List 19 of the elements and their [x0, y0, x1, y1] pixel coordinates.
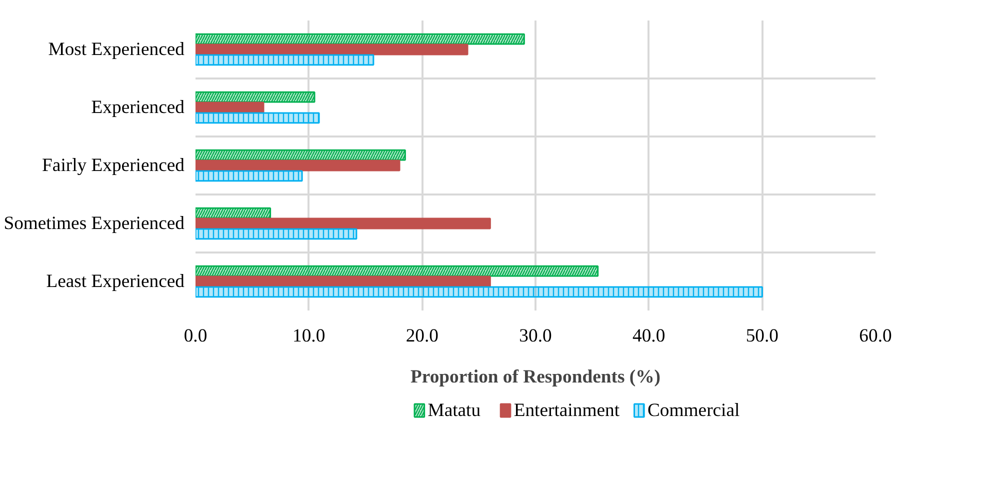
x-tick-label: 50.0	[746, 326, 778, 346]
y-tick-label: Least Experienced	[46, 271, 186, 292]
legend-label: Matatu	[428, 400, 482, 421]
y-tick-label: Fairly Experienced	[42, 155, 186, 176]
x-tick-label: 10.0	[292, 326, 326, 346]
bar	[196, 44, 468, 56]
y-tick-label: Sometimes Experienced	[4, 213, 186, 234]
legend-label: Entertainment	[514, 400, 620, 421]
bar	[196, 160, 400, 172]
bar	[196, 218, 491, 230]
x-tick-label: 40.0	[632, 326, 666, 346]
x-tick-label: 0.0	[184, 326, 208, 346]
x-axis-title: Proportion of Respondents (%)	[410, 366, 660, 388]
y-tick-label: Most Experienced	[48, 39, 186, 60]
x-tick-label: 60.0	[859, 326, 892, 346]
y-tick-label: Experienced	[91, 97, 186, 118]
x-tick-label: 20.0	[406, 326, 438, 346]
x-tick-label: 30.0	[519, 326, 552, 346]
legend-label: Commercial	[647, 400, 740, 421]
